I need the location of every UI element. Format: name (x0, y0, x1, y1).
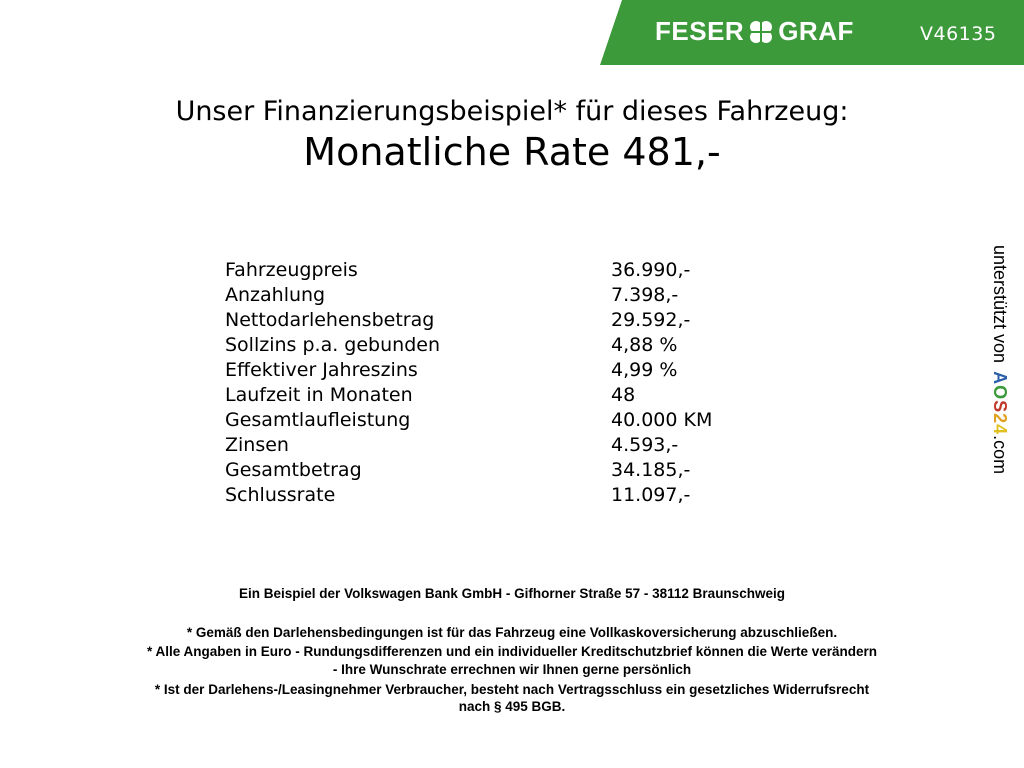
row-label: Fahrzeugpreis (225, 259, 358, 281)
brand-logo: FESER GRAF (655, 16, 854, 47)
brand-left: FESER (655, 16, 745, 46)
row-label: Nettodarlehensbetrag (225, 309, 435, 331)
row-label: Gesamtbetrag (225, 459, 362, 481)
row-value: 4.593,- (611, 434, 679, 456)
table-row: Zinsen 4.593,- (225, 433, 712, 458)
aos24-logo: AOS24 (990, 371, 1010, 435)
row-value: 11.097,- (611, 484, 691, 506)
footnote-insurance: * Gemäß den Darlehensbedingungen ist für… (186, 625, 838, 640)
row-value: 4,88 % (611, 334, 678, 356)
row-value: 48 (611, 384, 636, 406)
table-row: Anzahlung 7.398,- (225, 283, 712, 308)
financing-table: Fahrzeugpreis 36.990,- Anzahlung 7.398,- Net… (225, 258, 712, 508)
aos24-letter: 2 (990, 413, 1010, 425)
vehicle-id: V46135 (920, 23, 997, 45)
row-label: Effektiver Jahreszins (225, 359, 418, 381)
monthly-rate: Monatliche Rate 481,- (303, 130, 721, 174)
clover-icon (750, 20, 773, 43)
page-title: Unser Finanzierungsbeispiel* für dieses … (175, 96, 849, 127)
footnote-rounding: * Alle Angaben in Euro - Rundungsdiffere… (146, 644, 878, 659)
supported-by-text: unterstützt von (990, 245, 1010, 364)
row-label: Gesamtlaufleistung (225, 409, 411, 431)
table-row: Laufzeit in Monaten 48 (225, 383, 712, 408)
header-banner (600, 0, 1024, 65)
table-row: Effektiver Jahreszins 4,99 % (225, 358, 712, 383)
table-row: Gesamtlaufleistung 40.000 KM (225, 408, 712, 433)
row-label: Zinsen (225, 434, 289, 456)
aos24-letter: O (990, 385, 1010, 401)
aos24-suffix: .com (990, 435, 1010, 475)
footnote-rounding-cont: - Ihre Wunschrate errechnen wir Ihnen ge… (332, 662, 692, 677)
table-row: Gesamtbetrag 34.185,- (225, 458, 712, 483)
footnote-withdrawal: * Ist der Darlehens-/Leasingnehmer Verbr… (154, 682, 870, 697)
table-row: Schlussrate 11.097,- (225, 483, 712, 508)
row-label: Schlussrate (225, 484, 336, 506)
table-row: Nettodarlehensbetrag 29.592,- (225, 308, 712, 333)
row-value: 4,99 % (611, 359, 678, 381)
brand-right: GRAF (778, 16, 854, 46)
aos24-letter: S (990, 400, 1010, 414)
row-label: Sollzins p.a. gebunden (225, 334, 440, 356)
row-value: 36.990,- (611, 259, 691, 281)
row-label: Anzahlung (225, 284, 326, 306)
supported-by: unterstützt von AOS24.com (989, 245, 1010, 474)
bank-info: Ein Beispiel der Volkswagen Bank GmbH - … (239, 586, 785, 601)
aos24-letter: 4 (990, 424, 1010, 436)
aos24-letter: A (990, 371, 1010, 386)
footnote-withdrawal-cont: nach § 495 BGB. (458, 699, 566, 714)
row-label: Laufzeit in Monaten (225, 384, 413, 406)
row-value: 40.000 KM (611, 409, 713, 431)
table-row: Fahrzeugpreis 36.990,- (225, 258, 712, 283)
table-row: Sollzins p.a. gebunden 4,88 % (225, 333, 712, 358)
row-value: 7.398,- (611, 284, 679, 306)
row-value: 34.185,- (611, 459, 691, 481)
row-value: 29.592,- (611, 309, 691, 331)
